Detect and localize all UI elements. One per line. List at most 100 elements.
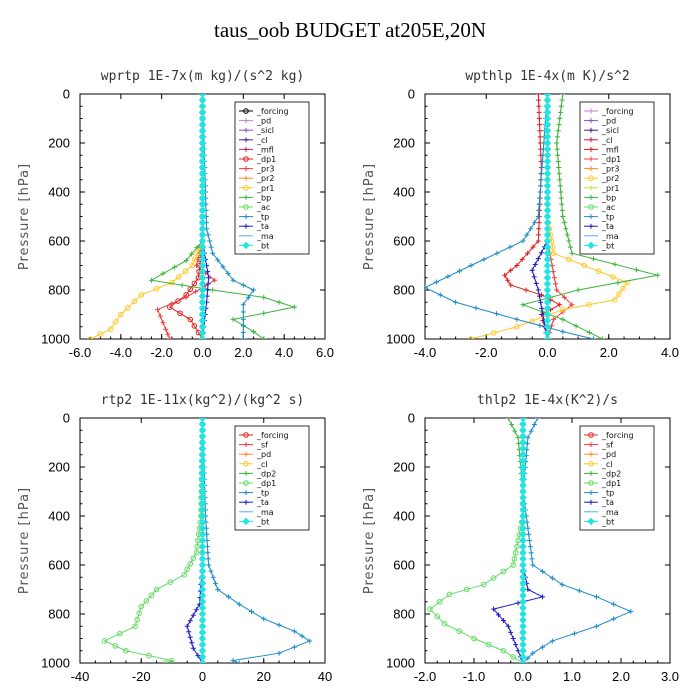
series-point: [189, 262, 196, 269]
series-point: [198, 298, 207, 306]
series-point: [192, 256, 198, 263]
legend-marker: [588, 451, 594, 457]
series-point: [560, 214, 566, 219]
series-point: [610, 274, 616, 280]
series-point: [543, 176, 552, 184]
legend-label: _forcing: [601, 107, 634, 116]
series-point: [519, 512, 527, 520]
series-point: [468, 336, 474, 339]
series-point: [249, 609, 254, 615]
legend-label: _pr3: [601, 165, 619, 174]
legend-marker: [588, 137, 594, 143]
series-point: [519, 481, 527, 490]
series-point: [519, 579, 527, 588]
legend-label: _ta: [601, 498, 614, 507]
legend-marker: [588, 118, 594, 124]
series-point: [539, 171, 545, 177]
series-point: [167, 336, 173, 339]
series-point: [198, 200, 207, 208]
series-point: [536, 232, 542, 238]
legend-label: _bt: [601, 517, 614, 526]
series-point: [564, 232, 570, 238]
series-point: [559, 207, 565, 213]
legend-marker: [243, 175, 249, 181]
series-point: [519, 542, 527, 551]
legend-label: _pd: [256, 450, 271, 459]
series-point: [160, 271, 166, 277]
series-point: [205, 556, 211, 562]
legend-label: _bp: [601, 193, 616, 202]
legend-label: _ta: [256, 498, 269, 507]
series-point: [557, 116, 563, 121]
series-point: [508, 282, 514, 288]
series-point: [520, 238, 526, 244]
legend-marker: [243, 156, 249, 162]
series-point: [556, 165, 562, 170]
series-point: [456, 268, 462, 274]
series-point: [291, 304, 297, 310]
series-point: [655, 272, 661, 278]
series-point: [558, 109, 564, 115]
series-point: [537, 122, 543, 128]
series-point: [169, 300, 175, 306]
y-tick-label: 1000: [41, 656, 70, 671]
series-point: [524, 441, 530, 447]
legend-marker: [243, 214, 249, 220]
legend-label: _pr2: [256, 174, 274, 183]
series-point: [187, 634, 193, 640]
series-point: [491, 330, 497, 336]
series-point: [543, 212, 552, 221]
y-axis-label: Pressure [hPa]: [362, 163, 377, 270]
series-point: [519, 444, 527, 453]
x-tick-label: -4.0: [414, 345, 436, 360]
series-point: [493, 311, 499, 317]
series-point: [207, 238, 213, 244]
series-point: [561, 220, 567, 226]
series-point: [240, 309, 246, 315]
series-point: [427, 606, 433, 612]
legend-label: _bt: [256, 517, 269, 526]
series-point: [261, 310, 267, 316]
series-point: [118, 311, 124, 318]
series-point: [560, 94, 566, 97]
x-tick-label: 0.0: [193, 345, 211, 360]
y-tick-label: 400: [48, 185, 70, 200]
legend-label: _sicl: [256, 126, 274, 135]
series-point: [557, 177, 563, 183]
series-point: [569, 250, 575, 256]
series-point: [529, 267, 535, 273]
series-point: [600, 336, 606, 339]
x-tick-label: 4.0: [661, 345, 679, 360]
legend-marker: [243, 137, 249, 143]
series-point: [473, 305, 479, 311]
legend-marker: [588, 146, 594, 152]
series-point: [549, 638, 555, 644]
series-point: [537, 195, 543, 201]
series-point: [581, 262, 588, 269]
legend-marker: [588, 175, 594, 181]
series-point: [512, 428, 518, 434]
series-point: [446, 591, 453, 598]
x-tick-label: 20: [257, 669, 271, 684]
series-point: [559, 97, 565, 103]
series-point: [543, 163, 552, 172]
series-point: [198, 542, 207, 551]
series-point: [220, 264, 226, 270]
series-point: [538, 250, 544, 256]
series-point: [198, 188, 207, 196]
y-tick-label: 400: [48, 509, 70, 524]
x-tick-label: -2.0: [475, 345, 497, 360]
series-point: [543, 182, 552, 190]
series-point: [519, 418, 527, 422]
y-tick-label: 200: [393, 136, 415, 151]
series-point: [543, 96, 552, 104]
series-point: [530, 244, 536, 250]
legend-marker: [588, 127, 594, 133]
legend-label: _ta: [256, 222, 269, 231]
series-point: [535, 256, 541, 262]
legend-marker: [243, 166, 249, 172]
series-point: [519, 493, 527, 502]
series-point: [123, 647, 129, 654]
series-point: [550, 269, 556, 275]
series-point: [190, 612, 196, 618]
